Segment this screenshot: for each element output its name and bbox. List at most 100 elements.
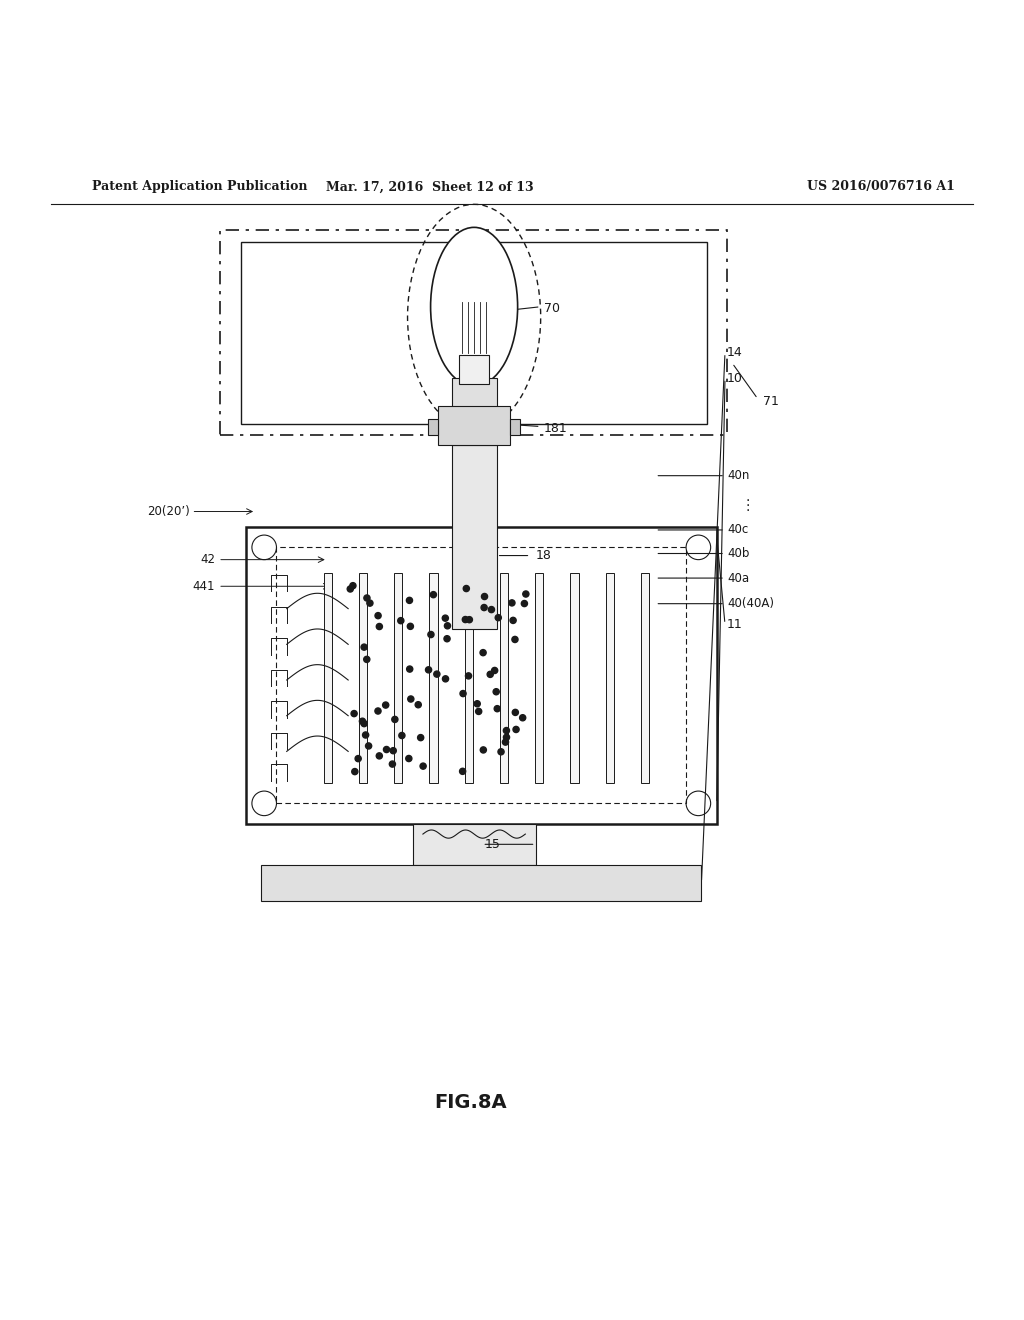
Circle shape bbox=[463, 586, 469, 591]
Circle shape bbox=[504, 727, 510, 734]
Circle shape bbox=[406, 755, 412, 762]
Circle shape bbox=[475, 709, 481, 714]
Text: 40c: 40c bbox=[727, 524, 749, 536]
Circle shape bbox=[466, 616, 472, 623]
Circle shape bbox=[364, 656, 370, 663]
Circle shape bbox=[364, 595, 370, 601]
Text: 10: 10 bbox=[727, 372, 743, 385]
Text: US 2016/0076716 A1: US 2016/0076716 A1 bbox=[807, 181, 954, 194]
Bar bbox=[459, 355, 489, 384]
Circle shape bbox=[462, 616, 468, 623]
Bar bbox=[510, 420, 520, 434]
Text: .: . bbox=[745, 495, 750, 510]
Text: 70: 70 bbox=[544, 302, 560, 315]
Text: 20(20’): 20(20’) bbox=[146, 506, 189, 517]
Circle shape bbox=[426, 667, 432, 673]
Circle shape bbox=[350, 582, 356, 589]
Text: 11: 11 bbox=[727, 618, 742, 631]
Text: .: . bbox=[745, 500, 750, 515]
Text: 181: 181 bbox=[544, 422, 567, 436]
Bar bbox=[261, 865, 701, 900]
Circle shape bbox=[376, 752, 382, 759]
Circle shape bbox=[428, 631, 434, 638]
Circle shape bbox=[361, 644, 368, 651]
Bar bbox=[246, 527, 717, 824]
Bar bbox=[413, 824, 536, 865]
Circle shape bbox=[376, 623, 382, 630]
Text: 18: 18 bbox=[536, 549, 552, 562]
Circle shape bbox=[481, 594, 487, 599]
Circle shape bbox=[392, 717, 398, 722]
Circle shape bbox=[418, 734, 424, 741]
Circle shape bbox=[408, 623, 414, 630]
Circle shape bbox=[355, 755, 361, 762]
Circle shape bbox=[519, 714, 525, 721]
Text: 441: 441 bbox=[193, 579, 215, 593]
Bar bbox=[324, 573, 332, 783]
Circle shape bbox=[366, 743, 372, 748]
Text: 40n: 40n bbox=[727, 469, 750, 482]
Circle shape bbox=[408, 696, 414, 702]
Text: 40(40A): 40(40A) bbox=[727, 597, 774, 610]
Circle shape bbox=[442, 676, 449, 682]
Circle shape bbox=[521, 601, 527, 607]
Text: 14: 14 bbox=[727, 346, 742, 359]
Circle shape bbox=[496, 615, 502, 620]
Circle shape bbox=[434, 671, 440, 677]
Circle shape bbox=[407, 598, 413, 603]
Circle shape bbox=[487, 672, 494, 677]
Bar bbox=[429, 573, 437, 783]
Text: 42: 42 bbox=[200, 553, 215, 566]
Bar bbox=[465, 573, 473, 783]
Circle shape bbox=[362, 731, 369, 738]
Bar bbox=[428, 420, 438, 434]
Circle shape bbox=[383, 702, 389, 708]
Circle shape bbox=[466, 673, 472, 678]
Circle shape bbox=[444, 623, 451, 628]
Bar bbox=[452, 445, 497, 630]
Circle shape bbox=[407, 667, 413, 672]
Circle shape bbox=[347, 586, 353, 593]
Circle shape bbox=[513, 726, 519, 733]
Text: 40a: 40a bbox=[727, 572, 750, 585]
Circle shape bbox=[415, 702, 421, 708]
Circle shape bbox=[397, 618, 403, 624]
Ellipse shape bbox=[431, 227, 518, 385]
Text: Patent Application Publication: Patent Application Publication bbox=[92, 181, 307, 194]
Circle shape bbox=[480, 649, 486, 656]
Text: 15: 15 bbox=[484, 838, 501, 851]
Circle shape bbox=[481, 605, 487, 611]
Circle shape bbox=[367, 601, 373, 606]
Bar bbox=[276, 548, 686, 804]
Circle shape bbox=[351, 710, 357, 717]
Circle shape bbox=[420, 763, 426, 770]
Circle shape bbox=[361, 721, 368, 727]
Bar bbox=[241, 242, 707, 425]
Circle shape bbox=[390, 747, 396, 754]
Circle shape bbox=[503, 739, 509, 746]
Circle shape bbox=[494, 689, 500, 694]
Circle shape bbox=[442, 615, 449, 622]
Bar bbox=[220, 230, 727, 434]
Circle shape bbox=[523, 591, 529, 597]
Circle shape bbox=[460, 768, 466, 775]
Bar bbox=[570, 573, 579, 783]
Text: 71: 71 bbox=[763, 396, 779, 408]
Circle shape bbox=[512, 709, 518, 715]
Bar bbox=[438, 407, 510, 445]
Circle shape bbox=[460, 690, 466, 697]
Circle shape bbox=[352, 768, 358, 775]
Bar bbox=[358, 573, 367, 783]
Bar bbox=[394, 573, 402, 783]
Circle shape bbox=[498, 748, 504, 755]
Circle shape bbox=[509, 599, 515, 606]
Circle shape bbox=[444, 636, 451, 642]
Circle shape bbox=[375, 612, 381, 619]
Circle shape bbox=[474, 701, 480, 706]
Bar bbox=[452, 379, 497, 409]
Circle shape bbox=[480, 747, 486, 752]
Bar bbox=[500, 573, 508, 783]
Text: .: . bbox=[745, 490, 750, 504]
Circle shape bbox=[430, 591, 436, 598]
Bar bbox=[606, 573, 614, 783]
